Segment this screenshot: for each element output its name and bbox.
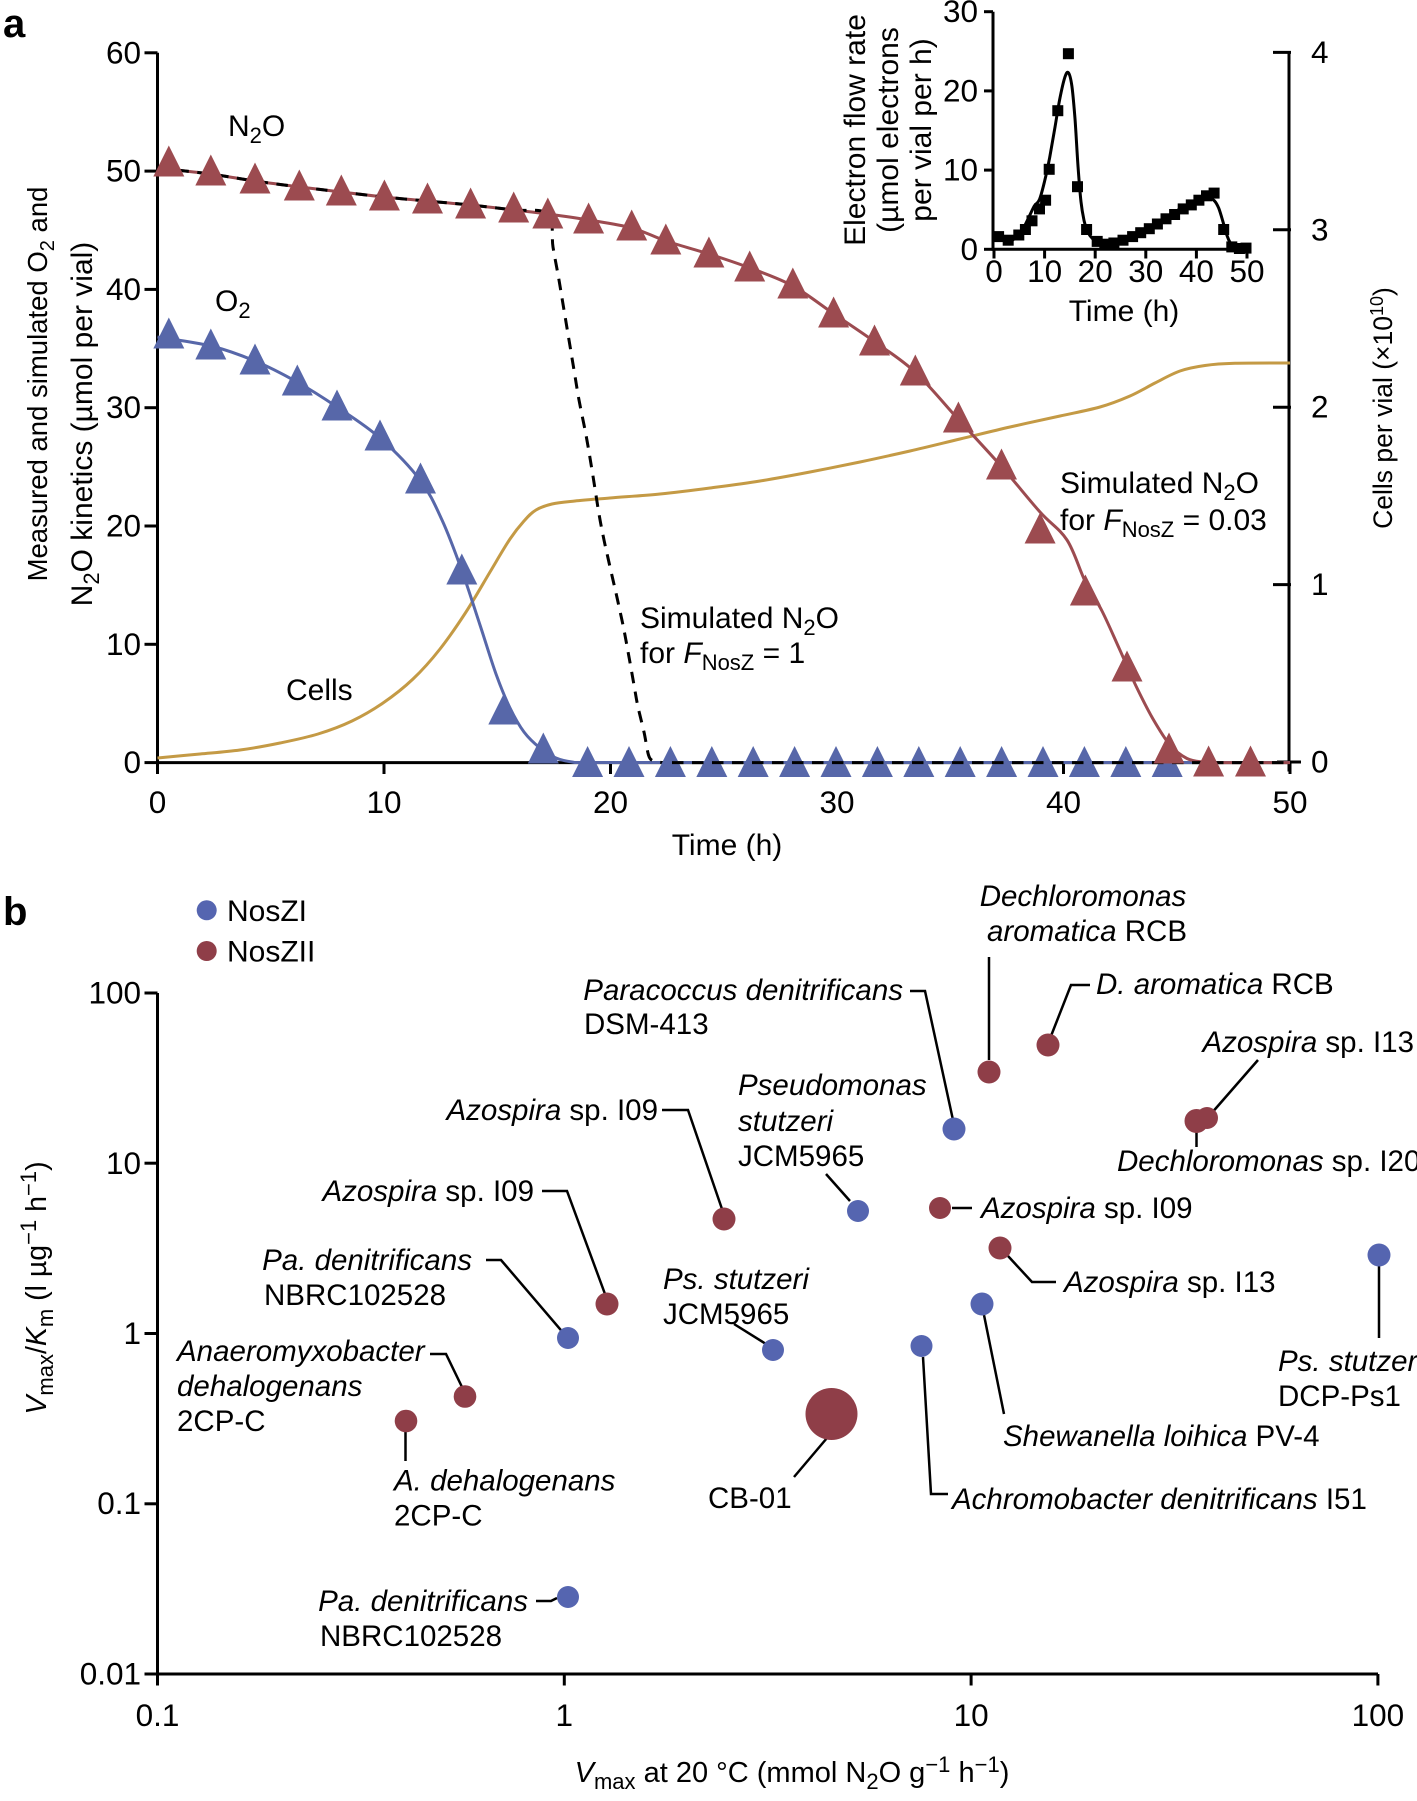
svg-text:per vial per h): per vial per h) bbox=[905, 38, 938, 221]
svg-text:20: 20 bbox=[593, 784, 628, 820]
svg-text:40: 40 bbox=[1046, 784, 1081, 820]
svg-text:Dechloromonas: Dechloromonas bbox=[980, 880, 1187, 913]
svg-text:N2O: N2O bbox=[228, 110, 285, 148]
svg-text:JCM5965: JCM5965 bbox=[663, 1298, 789, 1331]
svg-text:3: 3 bbox=[1311, 211, 1329, 247]
svg-text:100: 100 bbox=[1352, 1697, 1405, 1733]
svg-text:Achromobacter denitrificans I5: Achromobacter denitrificans I51 bbox=[950, 1483, 1367, 1516]
svg-text:b: b bbox=[3, 890, 27, 934]
svg-text:0: 0 bbox=[960, 231, 978, 267]
svg-text:Vmax at 20 °C (mmol N2O g−1 h−: Vmax at 20 °C (mmol N2O g−1 h−1) bbox=[575, 1752, 1010, 1794]
svg-text:Ps. stutzeri: Ps. stutzeri bbox=[1278, 1345, 1417, 1378]
svg-text:for FNosZ = 1: for FNosZ = 1 bbox=[640, 637, 805, 675]
svg-text:Azospira sp. I09: Azospira sp. I09 bbox=[444, 1094, 658, 1127]
svg-text:Pa. denitrificans: Pa. denitrificans bbox=[262, 1244, 472, 1277]
svg-text:20: 20 bbox=[943, 72, 978, 108]
svg-text:50: 50 bbox=[1229, 253, 1264, 289]
svg-text:2CP-C: 2CP-C bbox=[394, 1500, 483, 1533]
svg-text:1: 1 bbox=[556, 1697, 574, 1733]
svg-text:Azospira sp. I09: Azospira sp. I09 bbox=[979, 1192, 1193, 1225]
svg-text:50: 50 bbox=[106, 153, 141, 189]
svg-text:Vmax/Km (l µg−1 h−1): Vmax/Km (l µg−1 h−1) bbox=[16, 1161, 58, 1414]
svg-text:Shewanella loihica PV-4: Shewanella loihica PV-4 bbox=[1003, 1420, 1320, 1453]
svg-text:10: 10 bbox=[1027, 253, 1062, 289]
svg-text:aromatica RCB: aromatica RCB bbox=[987, 915, 1187, 948]
svg-text:DCP-Ps1: DCP-Ps1 bbox=[1278, 1380, 1401, 1413]
svg-text:dehalogenans: dehalogenans bbox=[177, 1370, 363, 1403]
svg-text:30: 30 bbox=[1128, 253, 1163, 289]
svg-text:0: 0 bbox=[123, 744, 141, 780]
svg-text:50: 50 bbox=[1272, 784, 1307, 820]
svg-text:Simulated N2O: Simulated N2O bbox=[1060, 467, 1259, 505]
svg-text:10: 10 bbox=[106, 1145, 141, 1181]
svg-text:Pseudomonas: Pseudomonas bbox=[738, 1069, 927, 1102]
svg-text:D. aromatica RCB: D. aromatica RCB bbox=[1096, 968, 1334, 1001]
svg-text:N2O kinetics (µmol per vial): N2O kinetics (µmol per vial) bbox=[66, 242, 104, 607]
svg-text:Dechloromonas sp. I20: Dechloromonas sp. I20 bbox=[1117, 1145, 1417, 1178]
svg-text:Time (h): Time (h) bbox=[1069, 295, 1180, 328]
svg-text:0: 0 bbox=[149, 784, 167, 820]
svg-text:30: 30 bbox=[106, 389, 141, 425]
svg-text:JCM5965: JCM5965 bbox=[738, 1140, 864, 1173]
svg-text:stutzeri: stutzeri bbox=[738, 1105, 835, 1138]
svg-text:10: 10 bbox=[954, 1697, 989, 1733]
svg-text:1: 1 bbox=[123, 1315, 141, 1351]
svg-text:2CP-C: 2CP-C bbox=[177, 1405, 266, 1438]
svg-text:NBRC102528: NBRC102528 bbox=[264, 1279, 446, 1312]
svg-text:Measured and simulated O2 and: Measured and simulated O2 and bbox=[22, 187, 59, 582]
svg-text:NosZI: NosZI bbox=[227, 895, 307, 928]
svg-text:10: 10 bbox=[943, 152, 978, 188]
svg-text:20: 20 bbox=[106, 508, 141, 544]
svg-text:2: 2 bbox=[1311, 389, 1329, 425]
svg-text:10: 10 bbox=[106, 626, 141, 662]
svg-text:Anaeromyxobacter: Anaeromyxobacter bbox=[175, 1335, 426, 1368]
svg-text:NBRC102528: NBRC102528 bbox=[320, 1620, 502, 1653]
svg-text:30: 30 bbox=[943, 0, 978, 29]
svg-text:4: 4 bbox=[1311, 34, 1329, 70]
svg-text:A. dehalogenans: A. dehalogenans bbox=[392, 1465, 616, 1498]
svg-text:Electron flow rate: Electron flow rate bbox=[839, 14, 872, 246]
svg-text:(µmol electrons: (µmol electrons bbox=[872, 27, 905, 233]
svg-text:20: 20 bbox=[1078, 253, 1113, 289]
svg-text:Azospira sp. I13: Azospira sp. I13 bbox=[1062, 1266, 1276, 1299]
svg-text:100: 100 bbox=[88, 975, 141, 1011]
svg-text:0: 0 bbox=[985, 253, 1003, 289]
svg-text:NosZII: NosZII bbox=[227, 936, 315, 969]
svg-text:Time (h): Time (h) bbox=[672, 829, 783, 862]
svg-text:CB-01: CB-01 bbox=[708, 1482, 792, 1515]
svg-text:Pa. denitrificans: Pa. denitrificans bbox=[318, 1585, 528, 1618]
svg-text:0.01: 0.01 bbox=[80, 1656, 141, 1692]
svg-text:Azospira sp. I09: Azospira sp. I09 bbox=[320, 1175, 534, 1208]
svg-text:a: a bbox=[3, 2, 26, 46]
svg-text:60: 60 bbox=[106, 34, 141, 70]
svg-text:0.1: 0.1 bbox=[136, 1697, 180, 1733]
svg-text:for FNosZ = 0.03: for FNosZ = 0.03 bbox=[1060, 504, 1267, 542]
svg-text:DSM-413: DSM-413 bbox=[584, 1008, 709, 1041]
svg-text:10: 10 bbox=[366, 784, 401, 820]
svg-text:0.1: 0.1 bbox=[97, 1485, 141, 1521]
svg-text:40: 40 bbox=[106, 271, 141, 307]
svg-text:Simulated N2O: Simulated N2O bbox=[640, 602, 839, 640]
svg-text:30: 30 bbox=[819, 784, 854, 820]
svg-text:1: 1 bbox=[1311, 566, 1329, 602]
svg-text:Ps. stutzeri: Ps. stutzeri bbox=[663, 1263, 810, 1296]
svg-text:Cells per vial (×1010): Cells per vial (×1010) bbox=[1367, 287, 1398, 529]
svg-text:Azospira sp. I13: Azospira sp. I13 bbox=[1200, 1026, 1414, 1059]
svg-text:0: 0 bbox=[1311, 744, 1329, 780]
svg-text:O2: O2 bbox=[215, 285, 251, 323]
svg-text:Cells: Cells bbox=[286, 674, 353, 707]
svg-text:40: 40 bbox=[1179, 253, 1214, 289]
svg-text:Paracoccus denitrificans: Paracoccus denitrificans bbox=[583, 974, 903, 1007]
